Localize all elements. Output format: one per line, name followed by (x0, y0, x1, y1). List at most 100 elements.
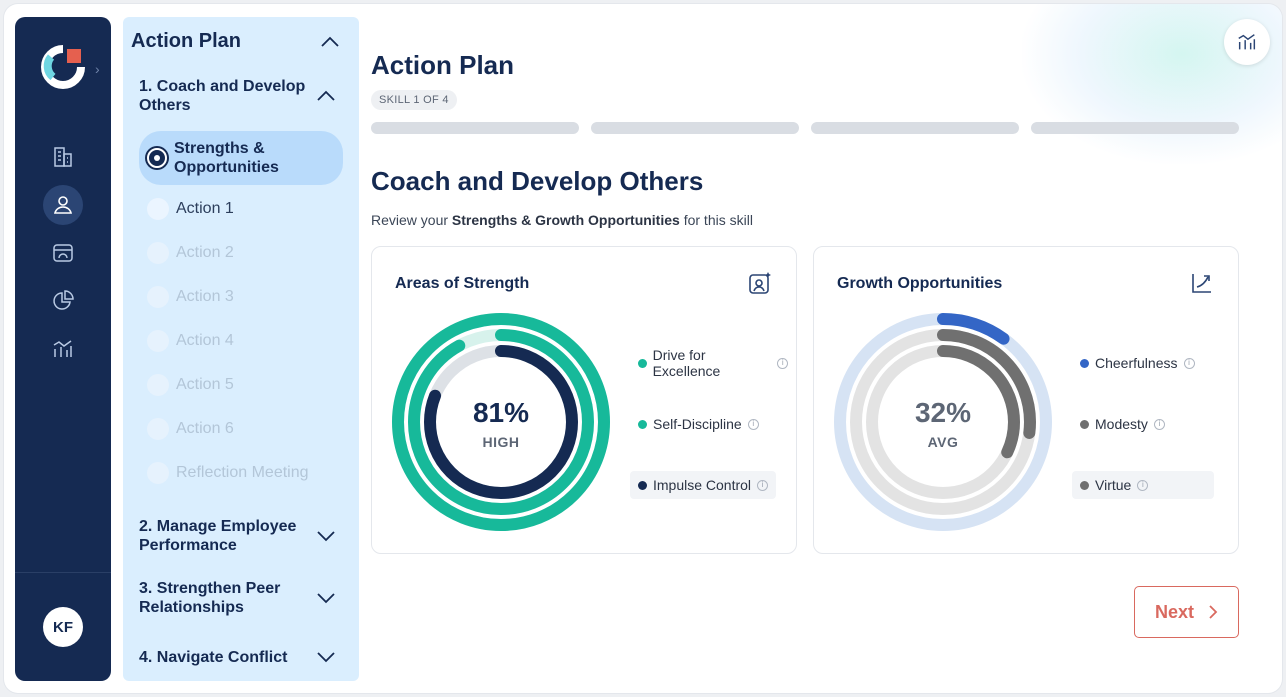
legend-cheerfulness[interactable]: Cheerfulness i (1072, 349, 1203, 377)
expand-chevron-icon[interactable]: › (95, 61, 100, 77)
next-button-label: Next (1154, 601, 1194, 622)
step-action-6: Action 6 (139, 411, 343, 447)
ring-self-discipline (408, 329, 594, 515)
skill-heading: Coach and Develop Others (371, 166, 704, 196)
action-plan-sidebar: Action Plan 1. Coach and Develop Others … (123, 17, 359, 681)
step-label: Action 3 (176, 288, 234, 305)
legend-label: Impulse Control (653, 477, 752, 493)
chevron-right-icon (1209, 605, 1218, 619)
skill-subtext: Review your Strengths & Growth Opportuni… (371, 212, 753, 228)
growth-donut-chart (834, 313, 1052, 531)
subtext-bold: Strengths & Growth Opportunities (451, 212, 680, 228)
building-icon[interactable] (43, 137, 83, 177)
info-icon[interactable]: i (1137, 479, 1149, 491)
legend-dot-icon (1080, 480, 1089, 490)
step-label: Action 2 (176, 244, 234, 261)
avatar[interactable]: KF (43, 607, 83, 647)
nav-rail: › KF (15, 17, 111, 681)
step-label: Action 6 (176, 420, 234, 437)
legend-dot-icon (638, 358, 647, 368)
ring-cheerfulness (834, 313, 1052, 531)
chevron-down-icon[interactable] (316, 592, 336, 604)
step-label: Strengths & Opportunities (174, 140, 279, 176)
step-strengths-opportunities[interactable]: Strengths & Opportunities (139, 131, 343, 185)
legend-self-discipline[interactable]: Self-Discipline i (630, 410, 767, 438)
info-icon[interactable]: i (747, 418, 759, 430)
legend-label: Self-Discipline (653, 416, 742, 432)
step-radio-icon (147, 374, 169, 396)
legend-label: Modesty (1095, 416, 1148, 432)
trend-up-icon[interactable] (1190, 271, 1214, 295)
growth-opportunities-card: Growth Opportunities 32% AVG Cheerfulnes… (813, 246, 1239, 554)
dashboard-icon[interactable] (43, 233, 83, 273)
sidebar-title: Action Plan (131, 30, 242, 52)
step-action-2: Action 2 (139, 235, 343, 271)
legend-dot-icon (1080, 419, 1089, 429)
step-radio-icon (147, 242, 169, 264)
legend-label: Drive for Excellence (652, 347, 721, 379)
chevron-down-icon[interactable] (316, 651, 336, 663)
growth-value-label: AVG (927, 434, 959, 450)
bar-chart-icon[interactable] (43, 329, 83, 369)
rail-divider (15, 572, 111, 573)
ring-modesty (850, 329, 1036, 515)
strength-donut-chart (392, 313, 610, 531)
user-star-icon[interactable] (748, 271, 772, 295)
step-label: Action 5 (176, 376, 234, 393)
sidebar-section-4[interactable]: 4. Navigate Conflict (139, 649, 288, 666)
legend-modesty[interactable]: Modesty i (1072, 410, 1173, 438)
sidebar-section-3[interactable]: 3. Strengthen Peer Relationships (139, 580, 281, 616)
legend-virtue[interactable]: Virtue i (1072, 471, 1214, 499)
progress-segment-1 (371, 122, 579, 134)
step-radio-icon (147, 418, 169, 440)
ring-impulse-control (424, 345, 578, 499)
card-title: Areas of Strength (395, 275, 530, 292)
legend-label: Cheerfulness (1095, 355, 1178, 371)
brand-logo-icon[interactable] (39, 43, 87, 91)
step-label: Reflection Meeting (176, 464, 309, 481)
step-label: Action 4 (176, 332, 234, 349)
strength-value-label: HIGH (482, 434, 520, 450)
legend-dot-icon (638, 480, 647, 490)
legend-dot-icon (638, 419, 647, 429)
info-icon[interactable]: i (757, 479, 769, 491)
legend-dot-icon (1080, 358, 1089, 368)
bar-chart-icon (1238, 34, 1256, 50)
chevron-up-icon[interactable] (320, 36, 340, 48)
card-title: Growth Opportunities (837, 275, 1003, 292)
strength-value: 81% (472, 397, 530, 428)
pie-chart-icon[interactable] (43, 281, 83, 321)
areas-of-strength-card: Areas of Strength 81% HIGH Drive for Exc… (371, 246, 797, 554)
user-icon[interactable] (43, 185, 83, 225)
step-radio-icon (147, 198, 169, 220)
page-title: Action Plan (371, 50, 515, 80)
growth-value: 32% (914, 397, 972, 428)
chevron-down-icon[interactable] (316, 530, 336, 542)
sidebar-section-2[interactable]: 2. Manage Employee Performance (139, 518, 297, 554)
step-action-3: Action 3 (139, 279, 343, 315)
ring-drive-for-excellence (392, 313, 610, 531)
progress-segment-4 (1031, 122, 1239, 134)
next-button[interactable]: Next (1134, 586, 1239, 638)
analytics-button[interactable] (1224, 19, 1270, 65)
ring-virtue (866, 345, 1020, 499)
step-action-4: Action 4 (139, 323, 343, 359)
info-icon[interactable]: i (1153, 418, 1165, 430)
legend-impulse-control[interactable]: Impulse Control i (630, 471, 777, 499)
step-action-1[interactable]: Action 1 (139, 191, 343, 227)
step-current-radio-icon (147, 148, 167, 168)
info-icon[interactable]: i (1183, 357, 1195, 369)
info-icon[interactable]: i (777, 357, 789, 369)
progress-segment-3 (811, 122, 1019, 134)
legend-label: Virtue (1095, 477, 1132, 493)
skill-progress-badge: SKILL 1 OF 4 (371, 90, 457, 110)
step-label: Action 1 (176, 200, 234, 217)
chevron-up-icon[interactable] (316, 90, 336, 102)
progress-segment-2 (591, 122, 799, 134)
sidebar-section-1[interactable]: 1. Coach and Develop Others (139, 78, 306, 114)
step-radio-icon (147, 462, 169, 484)
legend-drive-for-excellence[interactable]: Drive for Excellence i (630, 347, 796, 379)
subtext-part: Review your (371, 212, 452, 228)
step-reflection-meeting: Reflection Meeting (139, 455, 343, 491)
step-radio-icon (147, 330, 169, 352)
